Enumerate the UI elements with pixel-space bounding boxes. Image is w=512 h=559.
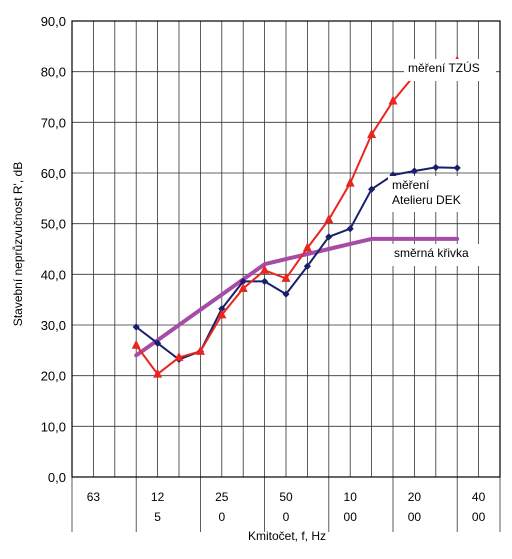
y-tick-label: 90,0 [41, 14, 66, 29]
y-tick-label: 80,0 [41, 65, 66, 80]
legend-label-background [390, 244, 480, 266]
y-tick-label: 60,0 [41, 166, 66, 181]
y-tick-label: 70,0 [41, 115, 66, 130]
x-tick-label: 00 [472, 510, 486, 524]
series-0-point [195, 345, 205, 355]
x-tick-label: 10 [344, 490, 358, 504]
x-tick-label: 63 [87, 490, 101, 504]
x-tick-label: 12 [151, 490, 165, 504]
x-tick-label: 40 [472, 490, 486, 504]
y-tick-label: 20,0 [41, 369, 66, 384]
series-0-point [324, 214, 334, 224]
series-1-point [368, 185, 376, 193]
y-tick-label: 40,0 [41, 267, 66, 282]
y-tick-label: 0,0 [48, 470, 66, 485]
x-tick-labels: 63 12 5 25 0 50 0 10 00 20 00 40 00 [87, 490, 486, 524]
legend-label: směrná křivka [394, 246, 469, 260]
series-0-point [217, 309, 227, 319]
series-1-point [218, 305, 226, 313]
legend-label: měření [392, 178, 430, 192]
series-0-point [153, 368, 163, 378]
series-1-point [154, 339, 162, 347]
series-0-point [131, 339, 141, 349]
y-tick-label: 30,0 [41, 318, 66, 333]
x-tick-label: 0 [283, 510, 290, 524]
series-1-point [132, 323, 140, 331]
x-tick-label: 0 [218, 510, 225, 524]
series-1-line [135, 166, 459, 361]
plot-frame [71, 20, 501, 478]
series-1-point [239, 277, 247, 286]
series-0-line [135, 60, 459, 376]
series-0-point [367, 128, 377, 138]
y-tick-label: 10,0 [41, 419, 66, 434]
x-tick-label: 5 [154, 510, 161, 524]
series-1-point [261, 277, 269, 286]
series-0-point [238, 283, 248, 293]
x-tick-label: 20 [408, 490, 422, 504]
series-0-point [281, 272, 291, 282]
x-axis-title: Kmitočet, f, Hz [248, 529, 326, 543]
x-tick-label: 25 [215, 490, 229, 504]
series-1-point [325, 233, 333, 241]
series-0-point [345, 177, 355, 187]
series-1-point [432, 163, 440, 172]
y-tick-labels: 0,0 10,0 20,0 30,0 40,0 50,0 60,0 70,0 80,0 90,0 [41, 14, 66, 485]
series-0-point [174, 351, 184, 361]
series-1-point [282, 290, 290, 298]
x-tick-label: 50 [279, 490, 293, 504]
series-2-line [134, 236, 460, 358]
series-0-point [302, 242, 312, 252]
legend-label-background [388, 176, 474, 212]
legend-label-background [404, 59, 496, 81]
legend-label: měření TZÚS [408, 60, 480, 75]
x-tick-label: 00 [408, 510, 422, 524]
series-layer [131, 55, 462, 378]
y-tick-label: 50,0 [41, 217, 66, 232]
series-1-point [303, 262, 311, 270]
series-1-point [453, 164, 461, 172]
x-tick-label: 00 [344, 510, 358, 524]
series-0-point [388, 95, 398, 105]
series-1-point [346, 225, 354, 233]
legend-label: Atelieru DEK [392, 193, 461, 207]
series-1-point [410, 167, 418, 175]
y-axis-title: Stavební neprůzvučnost R', dB [11, 162, 25, 326]
series-0-point [260, 264, 270, 274]
